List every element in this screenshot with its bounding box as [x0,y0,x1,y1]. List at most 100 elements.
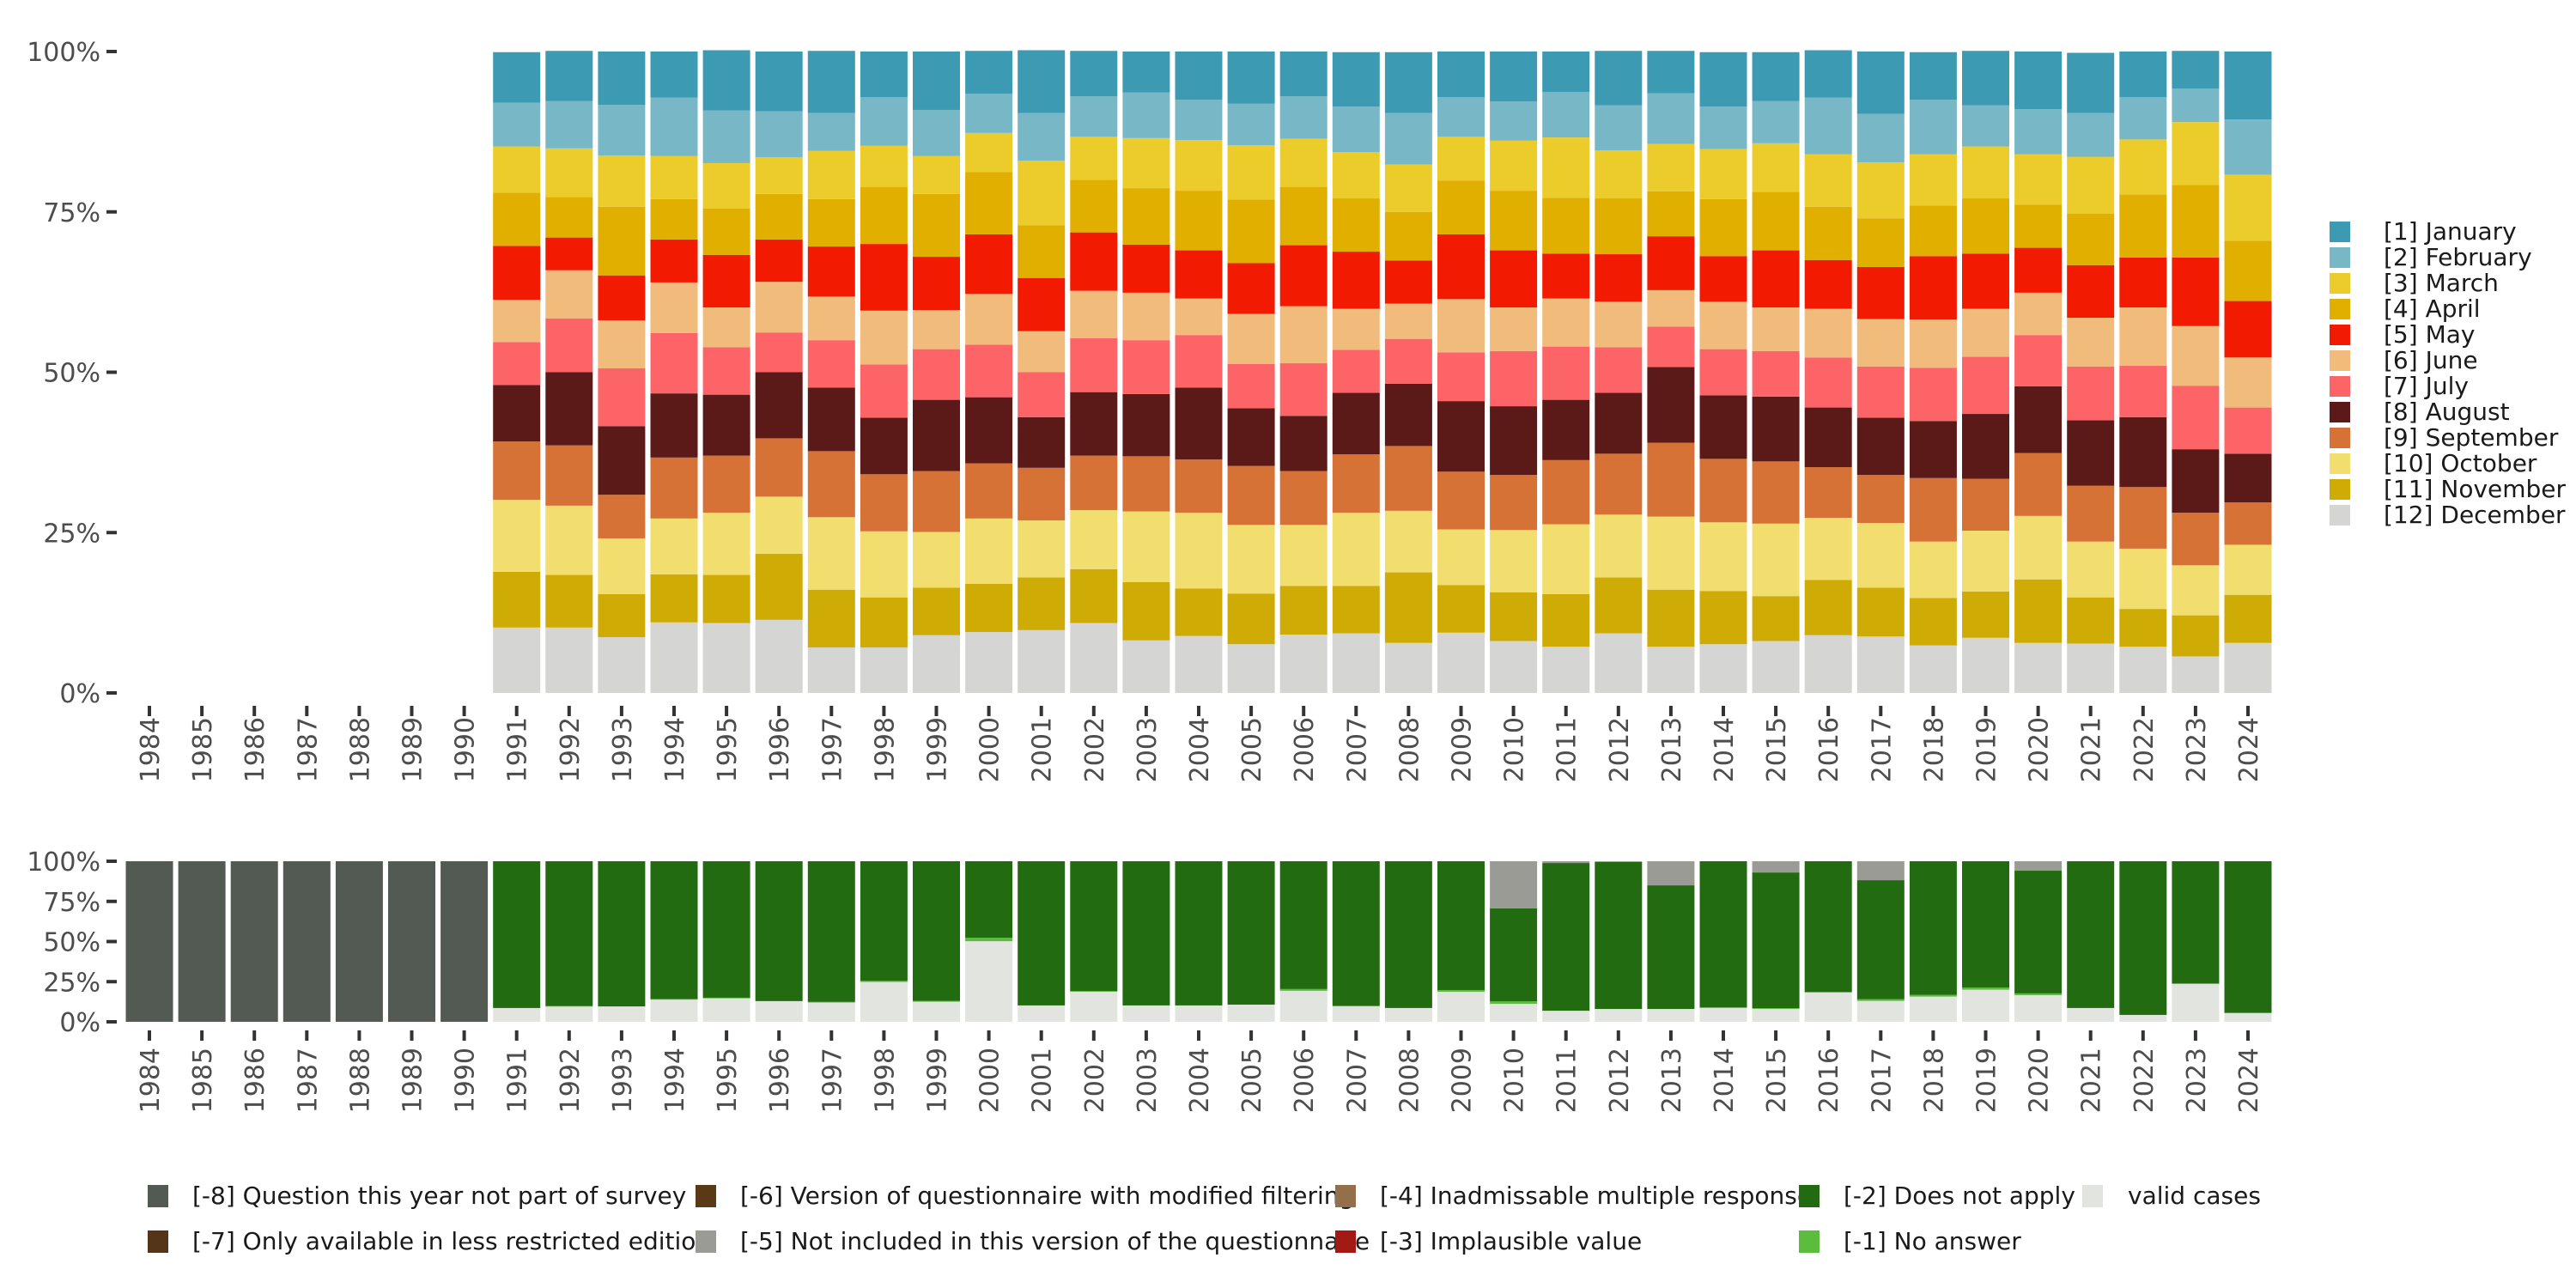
x-tick-label: 2001 [1028,717,1058,782]
bar-segment [125,861,173,1022]
x-tick-label: 2024 [2234,1048,2264,1113]
bar-segment [1699,522,1747,592]
x-tick-label: 1984 [136,1048,166,1113]
bar-segment [2172,51,2220,89]
bar-segment [1122,188,1170,245]
bar-segment [913,310,960,349]
bar-segment [755,157,803,194]
x-tick-label: 2020 [2025,717,2055,782]
bar-segment [1804,259,1852,309]
bar-segment [1437,401,1485,472]
bar-segment [1332,52,1380,107]
bar-segment [1647,589,1695,647]
bar-segment [1227,199,1275,264]
bar-stack-1989 [388,861,435,1022]
x-tick-label: 2005 [1237,717,1267,782]
bar-stack-2006 [1279,52,1327,693]
bar-stack-2007 [1332,861,1380,1022]
bar-segment [860,186,908,245]
bar-segment [1595,861,1643,1010]
bar-stack-2019 [1962,51,2009,693]
bar-stack-1996 [755,861,803,1022]
bar-segment [650,393,698,458]
x-tick-label: 1996 [765,717,795,782]
bar-stack-2014 [1699,52,1747,693]
bar-stack-2022 [2119,861,2167,1022]
bar-segment [1647,647,1695,693]
bar-segment [1647,191,1695,237]
bar-segment [1804,467,1852,519]
bar-segment [1647,51,1695,94]
bar-segment [650,155,698,199]
bar-segment [1070,992,1118,1022]
bar-segment [1175,335,1223,388]
bar-segment [1856,880,1905,999]
bar-segment [913,861,960,1001]
bar-segment [807,51,855,113]
x-tick-label: 2016 [1814,1048,1844,1113]
bar-segment [598,593,646,638]
legend-swatch [1335,1230,1356,1253]
bar-segment [1122,861,1170,1005]
bar-segment [1542,861,1590,864]
bar-segment [1070,623,1118,693]
bar-segment [702,394,750,456]
bar-segment [1175,459,1223,513]
bar-segment [178,861,226,1022]
bar-segment [1490,307,1538,351]
bar-segment [545,270,593,319]
bar-segment [1018,372,1066,417]
bar-segment [1070,51,1118,97]
x-tick-label: 2015 [1762,717,1792,782]
bar-segment [1384,446,1432,511]
bar-stack-1987 [283,861,331,1022]
bar-segment [598,495,646,538]
bar-segment [2119,487,2167,549]
x-tick-label: 2022 [2129,717,2160,782]
bar-segment [807,387,855,452]
legend-label: [5] May [2384,320,2475,349]
bottom-legend: [-8] Question this year not part of surv… [148,1182,2261,1255]
bar-segment [965,861,1013,939]
bar-segment [1909,52,1957,100]
bar-segment [1804,518,1852,580]
bar-segment [1752,596,1800,641]
legend-swatch [2330,479,2350,500]
bar-segment [1175,191,1223,251]
bottom-x-axis: 1984 1985 1986 1987 1988 1989 1990 1991 1992 1993… [136,1030,2264,1113]
bar-segment [913,109,960,156]
bar-segment [1122,511,1170,582]
bar-segment [1279,586,1327,635]
legend-label: [-1] No answer [1844,1227,2021,1255]
x-tick-label: 2014 [1710,717,1740,782]
x-tick-label: 1997 [817,717,848,782]
bar-segment [2119,416,2167,488]
bar-segment [2172,615,2220,657]
bar-segment [2067,861,2115,1008]
bar-segment [1175,140,1223,191]
legend-label: [-5] Not included in this version of the… [740,1227,1370,1255]
bar-segment [1699,149,1747,199]
bar-segment [545,445,593,506]
bar-segment [1542,298,1590,347]
bar-segment [1437,632,1485,693]
bar-segment [1384,112,1432,165]
bar-segment [1909,541,1957,598]
x-tick-label: 1998 [870,1048,900,1113]
x-tick-label: 2000 [975,717,1005,782]
bar-segment [1122,92,1170,138]
bar-segment [965,132,1013,173]
bar-segment [1542,399,1590,460]
bar-segment [1804,50,1852,98]
bar-segment [2014,861,2063,872]
bar-stack-2001 [1018,50,1066,693]
bar-segment [1962,861,2009,987]
bar-segment [2224,407,2272,454]
y-tick-label: 50% [43,359,100,389]
bar-stack-2009 [1437,52,1485,693]
bar-stack-2002 [1070,861,1118,1022]
x-tick-label: 2009 [1448,717,1478,782]
x-tick-label: 2004 [1185,717,1215,782]
bar-segment [1804,861,1852,993]
bar-segment [2014,247,2063,293]
